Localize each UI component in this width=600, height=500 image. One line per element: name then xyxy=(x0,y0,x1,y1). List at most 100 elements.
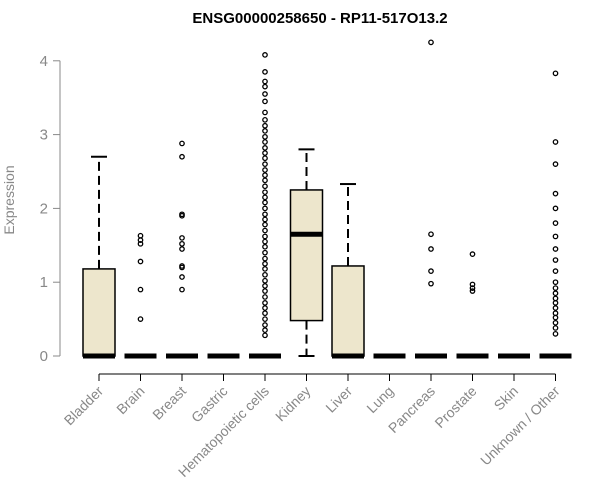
outlier-point xyxy=(262,145,268,151)
outlier-point xyxy=(262,211,268,218)
outlier-point xyxy=(262,294,268,300)
outlier-point xyxy=(552,246,559,252)
outlier-point xyxy=(552,305,559,311)
outlier-point xyxy=(262,177,268,184)
outlier-point xyxy=(262,189,268,196)
x-tick-label: Lung xyxy=(363,383,396,416)
outlier-point xyxy=(179,211,185,218)
outlier-point xyxy=(552,314,559,321)
outlier-point xyxy=(552,161,559,167)
outlier-point xyxy=(262,288,268,294)
x-tick-label: Unknown / Other xyxy=(477,383,563,469)
y-tick-label: 1 xyxy=(40,274,48,291)
outlier-point xyxy=(262,221,268,228)
outlier-point xyxy=(262,227,268,234)
box-prostate xyxy=(456,251,489,359)
box-unknown-other xyxy=(539,70,572,359)
outlier-point xyxy=(262,327,268,334)
box-kidney xyxy=(289,148,324,357)
outlier-point xyxy=(552,205,559,212)
box-iqr xyxy=(289,189,324,322)
outlier-point xyxy=(262,216,268,223)
outlier-point xyxy=(262,305,268,311)
outlier-point xyxy=(262,199,268,206)
outlier-point xyxy=(428,231,434,238)
y-tick-label: 3 xyxy=(40,127,48,144)
outlier-point xyxy=(428,268,434,274)
boxes-layer xyxy=(82,39,572,359)
outlier-point xyxy=(262,332,268,339)
outlier-point xyxy=(137,258,144,265)
outlier-point xyxy=(428,246,434,252)
outlier-point xyxy=(262,322,268,328)
outlier-point xyxy=(552,295,559,302)
y-axis-label: Expression xyxy=(1,165,17,234)
outlier-point xyxy=(262,116,268,123)
outlier-point xyxy=(552,268,559,274)
x-tick-label: Bladder xyxy=(61,383,107,429)
outlier-point xyxy=(137,232,144,239)
outlier-point xyxy=(262,133,268,140)
outlier-point xyxy=(262,277,268,284)
outlier-point xyxy=(262,249,268,256)
outlier-point xyxy=(552,331,559,337)
outlier-point xyxy=(262,172,268,179)
outlier-point xyxy=(552,233,559,240)
outlier-point xyxy=(469,285,476,291)
outlier-point xyxy=(137,316,144,322)
outlier-point xyxy=(552,310,559,317)
y-axis: 0 1 2 3 4 xyxy=(40,53,61,365)
x-tick-label: Kidney xyxy=(272,383,314,425)
outlier-point xyxy=(262,233,268,240)
outlier-point xyxy=(137,286,144,293)
outlier-point xyxy=(179,240,185,247)
outlier-point xyxy=(179,140,185,147)
outlier-point xyxy=(262,98,268,105)
outlier-point xyxy=(262,205,268,212)
box-breast xyxy=(166,140,198,359)
outlier-point xyxy=(262,52,268,58)
outlier-point xyxy=(262,91,268,97)
x-tick-label: Skin xyxy=(491,383,522,414)
outlier-point xyxy=(552,190,559,197)
x-tick-label: Brain xyxy=(113,383,147,417)
outlier-point xyxy=(552,285,559,291)
outlier-point xyxy=(552,319,559,326)
box-brain xyxy=(124,232,157,359)
y-tick-label: 0 xyxy=(40,348,48,365)
outlier-point xyxy=(469,251,476,258)
outlier-point xyxy=(179,286,185,293)
outlier-point xyxy=(262,109,268,116)
y-tick-label: 2 xyxy=(40,200,48,217)
outlier-point xyxy=(262,155,268,162)
outlier-point xyxy=(552,325,559,331)
outlier-point xyxy=(469,281,476,288)
outlier-point xyxy=(262,183,268,190)
outlier-point xyxy=(262,260,268,267)
x-tick-label: Prostate xyxy=(431,383,479,431)
outlier-point xyxy=(262,310,268,317)
outlier-point xyxy=(262,161,268,167)
outlier-point xyxy=(552,70,559,77)
outlier-point xyxy=(179,235,185,241)
outlier-point xyxy=(179,153,185,160)
outlier-point xyxy=(262,167,268,173)
outlier-point xyxy=(552,290,559,297)
outlier-point xyxy=(262,194,268,201)
chart-title: ENSG00000258650 - RP11-517O13.2 xyxy=(192,10,447,27)
outlier-point xyxy=(469,288,476,294)
box-bladder xyxy=(82,155,116,359)
outlier-point xyxy=(262,78,268,85)
outlier-point xyxy=(262,128,268,134)
outlier-point xyxy=(179,274,185,280)
outlier-point xyxy=(262,271,268,278)
outlier-point xyxy=(262,122,268,129)
outlier-point xyxy=(552,139,559,145)
outlier-point xyxy=(137,240,144,247)
outlier-point xyxy=(262,139,268,145)
x-tick-label: Liver xyxy=(322,383,355,416)
outlier-point xyxy=(262,300,268,306)
box-pancreas xyxy=(415,39,447,359)
